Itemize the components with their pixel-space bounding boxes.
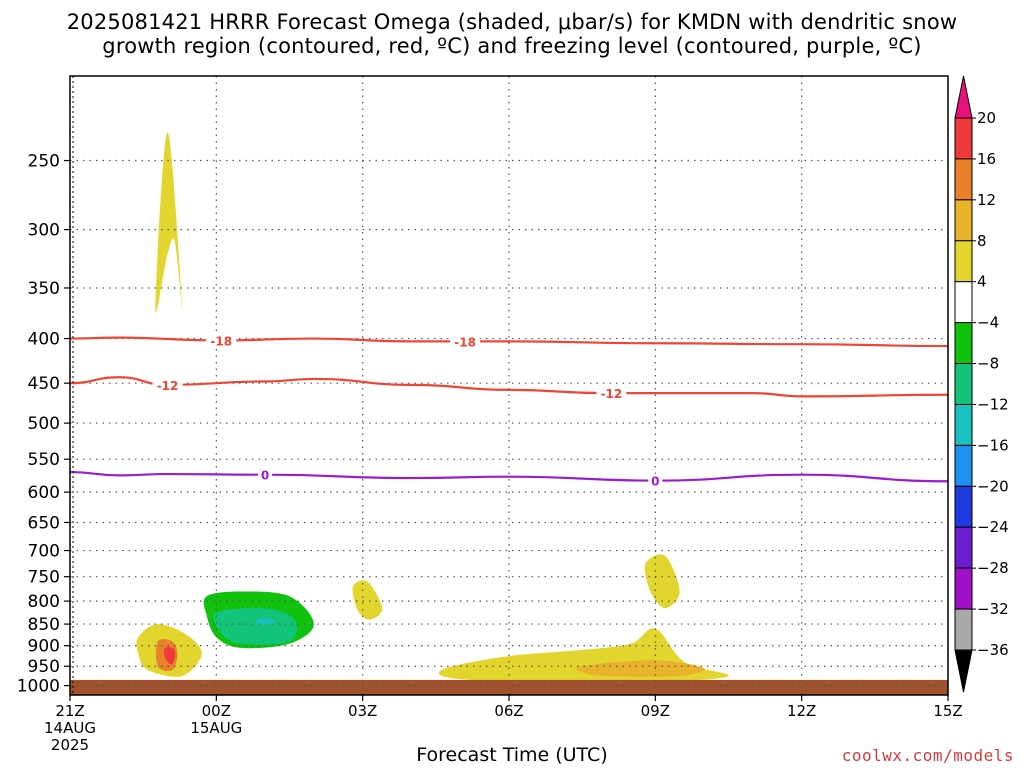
colorbar-swatch [954, 485, 973, 528]
x-tick-label: 2025 [51, 736, 89, 754]
omega-region-5 [106, 662, 117, 673]
contour-label-bg [152, 377, 183, 392]
colorbar-label: −4 [977, 314, 999, 332]
colorbar-swatch [954, 363, 973, 405]
contour-label: -18 [210, 334, 232, 348]
colorbar-label: −32 [977, 600, 1009, 618]
contour-label: 0 [261, 469, 269, 483]
colorbar-swatch [954, 281, 973, 324]
contour-temperature-0 [69, 336, 949, 348]
colorbar-label: −12 [977, 395, 1009, 413]
y-tick-label: 600 [28, 483, 60, 503]
omega-region-0 [155, 132, 183, 313]
colorbar-swatch [954, 526, 973, 569]
x-tick-label: 15AUG [190, 719, 242, 737]
contour-label-bg [258, 467, 273, 482]
colorbar-bottom-arrow [954, 649, 973, 693]
contour-label: 0 [651, 475, 659, 489]
colorbar-label: 16 [977, 150, 996, 168]
colorbar-label: −28 [977, 559, 1009, 577]
x-tick-label: 00Z [202, 702, 231, 720]
y-tick-label: 900 [28, 637, 60, 657]
y-tick-label: 750 [28, 568, 60, 588]
colorbar-swatch [954, 199, 973, 242]
y-tick-label: 850 [28, 615, 60, 635]
omega-region-8 [644, 554, 680, 609]
x-tick-label: 09Z [641, 702, 670, 720]
y-tick-label: 250 [28, 152, 60, 172]
x-tick-label: 03Z [348, 702, 377, 720]
y-tick-label: 700 [28, 542, 60, 562]
y-tick-label: 950 [28, 657, 60, 677]
credit-link[interactable]: coolwx.com/models [841, 746, 1014, 765]
omega-region-15 [255, 618, 275, 625]
colorbar-swatch [954, 158, 973, 201]
chart-title-line1: 2025081421 HRRR Forecast Omega (shaded, … [66, 10, 958, 34]
y-tick-label: 300 [28, 221, 60, 241]
x-axis-title: Forecast Time (UTC) [416, 744, 608, 766]
colorbar-swatch [954, 117, 973, 160]
y-tick-label: 500 [28, 414, 60, 434]
colorbar-label: 8 [977, 232, 987, 250]
y-tick-label: 450 [28, 374, 60, 394]
colorbar-label: −8 [977, 355, 999, 373]
omega-region-17 [575, 660, 705, 677]
colorbar-swatch [954, 322, 973, 365]
y-tick-label: 1000 [17, 677, 60, 697]
colorbar-swatch [954, 444, 973, 487]
contour-label-bg [596, 386, 627, 401]
colorbar-label: −24 [977, 518, 1009, 536]
contour-freezing-2 [69, 470, 949, 483]
omega-region-11 [164, 647, 176, 665]
colorbar-label: −20 [977, 477, 1009, 495]
y-tick-label: 400 [28, 330, 60, 350]
colorbar-label: −16 [977, 436, 1009, 454]
colorbar-swatch [954, 608, 973, 651]
contour-label: -18 [454, 335, 476, 349]
chart-title-line2: growth region (contoured, red, ºC) and f… [102, 34, 922, 58]
contour-label-bg [648, 473, 663, 488]
y-tick-label: 800 [28, 592, 60, 612]
colorbar-label: 20 [977, 109, 996, 127]
omega-region-6 [506, 599, 565, 616]
x-tick-label: 12Z [787, 702, 816, 720]
contour-label-bg [206, 333, 237, 348]
colorbar-swatch [954, 567, 973, 610]
x-tick-label: 14AUG [44, 719, 96, 737]
omega-region-4 [111, 536, 127, 564]
omega-region-3 [306, 465, 329, 518]
omega-region-2 [362, 322, 373, 380]
y-tick-label: 350 [28, 279, 60, 299]
omega-region-1 [307, 132, 320, 217]
omega-region-14 [213, 607, 297, 645]
colorbar-swatch [954, 240, 973, 283]
contour-label: -12 [601, 387, 623, 401]
x-tick-label: 21Z [55, 702, 84, 720]
y-tick-label: 550 [28, 450, 60, 470]
x-tick-label: 15Z [933, 702, 962, 720]
colorbar-top-arrow [954, 75, 973, 119]
contour-label-bg [450, 334, 481, 349]
contour-label: -12 [157, 379, 179, 393]
x-tick-label: 06Z [494, 702, 523, 720]
colorbar-label: −36 [977, 641, 1009, 659]
y-tick-label: 650 [28, 513, 60, 533]
colorbar-label: 4 [977, 273, 987, 291]
omega-region-7 [352, 580, 383, 620]
colorbar-label: 12 [977, 191, 996, 209]
colorbar-swatch [954, 403, 973, 446]
